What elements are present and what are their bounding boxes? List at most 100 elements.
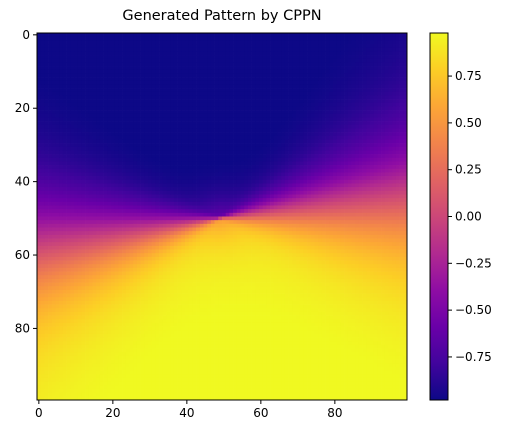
- heatmap-cell: [240, 176, 245, 181]
- heatmap-cell: [129, 69, 134, 74]
- heatmap-cell: [259, 161, 264, 166]
- heatmap-cell: [355, 91, 360, 96]
- heatmap-cell: [377, 51, 382, 56]
- heatmap-cell: [170, 183, 175, 188]
- heatmap-cell: [296, 121, 301, 126]
- heatmap-cell: [244, 124, 249, 129]
- heatmap-cell: [314, 205, 319, 210]
- heatmap-cell: [266, 44, 271, 49]
- heatmap-cell: [214, 58, 219, 63]
- heatmap-cell: [340, 132, 345, 137]
- heatmap-cell: [236, 113, 241, 118]
- heatmap-cell: [240, 172, 245, 177]
- heatmap-cell: [344, 102, 349, 107]
- heatmap-cell: [48, 33, 53, 38]
- heatmap-cell: [125, 33, 130, 38]
- heatmap-cell: [303, 209, 308, 214]
- heatmap-cell: [225, 161, 230, 166]
- heatmap-cell: [225, 150, 230, 155]
- heatmap-cell: [358, 66, 363, 71]
- heatmap-cell: [51, 69, 56, 74]
- heatmap-cell: [244, 62, 249, 67]
- heatmap-cell: [188, 91, 193, 96]
- heatmap-cell: [392, 209, 397, 214]
- heatmap-cell: [192, 113, 197, 118]
- heatmap-cell: [66, 99, 71, 104]
- heatmap-cell: [99, 187, 104, 192]
- heatmap-cell: [225, 36, 230, 41]
- heatmap-cell: [140, 161, 145, 166]
- heatmap-cell: [273, 80, 278, 85]
- heatmap-cell: [281, 135, 286, 140]
- heatmap-cell: [133, 58, 138, 63]
- heatmap-cell: [81, 51, 86, 56]
- heatmap-cell: [192, 183, 197, 188]
- heatmap-cell: [192, 139, 197, 144]
- heatmap-cell: [99, 84, 104, 89]
- heatmap-cell: [185, 183, 190, 188]
- heatmap-cell: [148, 77, 153, 82]
- heatmap-cell: [259, 143, 264, 148]
- heatmap-cell: [296, 212, 301, 217]
- heatmap-cell: [377, 132, 382, 137]
- heatmap-cell: [351, 80, 356, 85]
- heatmap-cell: [303, 132, 308, 137]
- heatmap-cell: [196, 143, 201, 148]
- heatmap-cell: [347, 110, 352, 115]
- heatmap-cell: [225, 154, 230, 159]
- heatmap-cell: [70, 194, 75, 199]
- heatmap-cell: [222, 47, 227, 52]
- heatmap-cell: [162, 150, 167, 155]
- heatmap-cell: [344, 143, 349, 148]
- heatmap-cell: [151, 84, 156, 89]
- heatmap-cell: [377, 73, 382, 78]
- heatmap-cell: [103, 172, 108, 177]
- heatmap-cell: [136, 146, 141, 151]
- heatmap-cell: [340, 110, 345, 115]
- heatmap-cell: [196, 201, 201, 206]
- heatmap-cell: [133, 40, 138, 45]
- heatmap-cell: [251, 154, 256, 159]
- heatmap-cell: [96, 33, 101, 38]
- heatmap-cell: [173, 183, 178, 188]
- heatmap-cell: [225, 33, 230, 38]
- heatmap-cell: [251, 176, 256, 181]
- heatmap-cell: [333, 113, 338, 118]
- heatmap-cell: [395, 40, 400, 45]
- heatmap-cell: [314, 190, 319, 195]
- heatmap-cell: [355, 77, 360, 82]
- heatmap-cell: [281, 198, 286, 203]
- heatmap-cell: [310, 146, 315, 151]
- heatmap-cell: [133, 201, 138, 206]
- heatmap-cell: [85, 157, 90, 162]
- heatmap-cell: [55, 121, 60, 126]
- heatmap-cell: [103, 40, 108, 45]
- heatmap-cell: [51, 106, 56, 111]
- heatmap-cell: [210, 99, 215, 104]
- heatmap-cell: [244, 190, 249, 195]
- heatmap-cell: [48, 139, 53, 144]
- heatmap-cell: [310, 172, 315, 177]
- heatmap-cell: [259, 62, 264, 67]
- heatmap-cell: [181, 161, 186, 166]
- heatmap-cell: [77, 73, 82, 78]
- heatmap-cell: [203, 69, 208, 74]
- heatmap-cell: [388, 117, 393, 122]
- heatmap-cell: [307, 209, 312, 214]
- heatmap-cell: [129, 33, 134, 38]
- heatmap-cell: [203, 157, 208, 162]
- heatmap-cell: [107, 51, 112, 56]
- heatmap-cell: [77, 84, 82, 89]
- heatmap-cell: [103, 128, 108, 133]
- heatmap-cell: [229, 124, 234, 129]
- heatmap-cell: [284, 47, 289, 52]
- heatmap-cell: [373, 106, 378, 111]
- heatmap-cell: [321, 117, 326, 122]
- heatmap-cell: [88, 84, 93, 89]
- heatmap-cell: [103, 51, 108, 56]
- heatmap-cell: [88, 201, 93, 206]
- heatmap-cell: [225, 117, 230, 122]
- heatmap-cell: [303, 40, 308, 45]
- heatmap-cell: [92, 124, 97, 129]
- heatmap-cell: [103, 73, 108, 78]
